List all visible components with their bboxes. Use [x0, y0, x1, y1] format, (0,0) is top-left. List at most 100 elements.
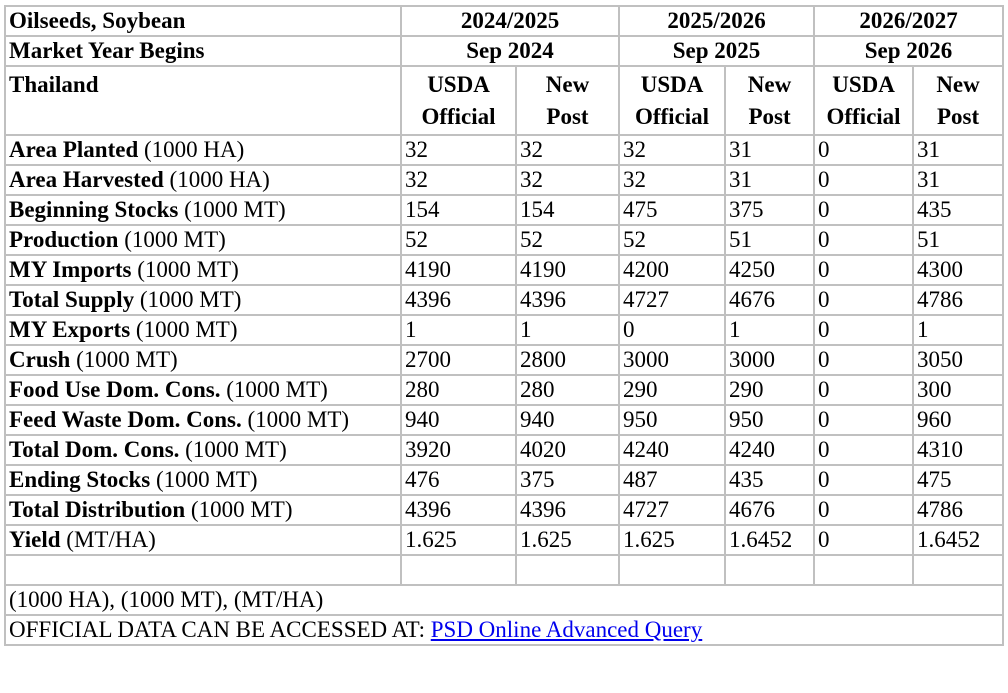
value-cell: 0: [813, 164, 915, 196]
value-cell: 4190: [400, 254, 517, 286]
value-cell: 31: [724, 164, 816, 196]
value-cell: 0: [813, 284, 915, 316]
header-line: Post: [936, 103, 980, 129]
table-row: Production (1000 MT) 52 52 52 51 0 51: [4, 224, 1005, 256]
market-year-label: Market Year Begins: [4, 35, 402, 67]
value-cell: 52: [400, 224, 517, 256]
access-note: OFFICIAL DATA CAN BE ACCESSED AT: PSD On…: [3, 614, 1005, 646]
row-label: Food Use Dom. Cons. (1000 MT): [4, 374, 402, 406]
psd-table: Oilseeds, Soybean 2024/2025 2025/2026 20…: [3, 5, 1005, 646]
header-line: Official: [421, 103, 496, 129]
value-cell: 0: [813, 374, 915, 406]
value-cell: 1: [912, 314, 1005, 346]
header-line: Post: [546, 103, 589, 129]
value-cell: 280: [514, 374, 621, 406]
value-cell: 0: [813, 464, 915, 496]
value-cell: 3000: [618, 344, 727, 376]
table-row: Beginning Stocks (1000 MT) 154 154 475 375 0 4…: [4, 194, 1005, 226]
value-cell: 4240: [724, 434, 816, 466]
row-label: Yield (MT/HA): [4, 524, 402, 556]
value-cell: 1.625: [618, 524, 727, 556]
value-cell: 1: [514, 314, 621, 346]
value-cell: 52: [618, 224, 727, 256]
value-cell: 4396: [514, 494, 621, 526]
value-cell: 0: [813, 254, 915, 286]
empty-row: [4, 554, 1005, 586]
value-cell: 375: [514, 464, 621, 496]
value-cell: 4676: [724, 284, 816, 316]
value-cell: 31: [724, 134, 816, 166]
value-cell: 0: [813, 194, 915, 226]
year-header: 2024/2025: [399, 5, 621, 37]
value-cell: 475: [912, 464, 1005, 496]
value-cell: 475: [618, 194, 727, 226]
header-line: Official: [826, 103, 901, 129]
value-cell: 31: [912, 134, 1005, 166]
value-cell: 1.625: [514, 524, 621, 556]
value-cell: 4786: [912, 284, 1005, 316]
new-post-header: New Post: [514, 65, 621, 136]
psd-online-link[interactable]: PSD Online Advanced Query: [430, 617, 703, 642]
value-cell: 154: [400, 194, 517, 226]
value-cell: 4020: [514, 434, 621, 466]
value-cell: 4396: [514, 284, 621, 316]
header-line: Official: [634, 103, 710, 129]
value-cell: 375: [724, 194, 816, 226]
value-cell: 32: [400, 134, 517, 166]
value-cell: 1.625: [400, 524, 517, 556]
value-cell: 4727: [618, 494, 727, 526]
year-header: 2026/2027: [813, 5, 1005, 37]
table-row: Area Harvested (1000 HA) 32 32 32 31 0 31: [4, 164, 1005, 196]
year-header: 2025/2026: [618, 5, 816, 37]
value-cell: 0: [813, 524, 915, 556]
table-row: Total Supply (1000 MT) 4396 4396 4727 4676 0 4…: [4, 284, 1005, 316]
value-cell: 4310: [912, 434, 1005, 466]
value-cell: 154: [514, 194, 621, 226]
value-cell: 0: [813, 344, 915, 376]
header-line: USDA: [832, 71, 895, 97]
table-row: Total Distribution (1000 MT) 4396 4396 4727…: [4, 494, 1005, 526]
value-cell: 0: [813, 434, 915, 466]
row-label: Total Supply (1000 MT): [4, 284, 402, 316]
table-row: Food Use Dom. Cons. (1000 MT) 280 280 290 29…: [4, 374, 1005, 406]
usda-official-header: USDA Official: [400, 65, 517, 136]
value-cell: 3050: [912, 344, 1005, 376]
value-cell: 940: [400, 404, 517, 436]
usda-official-header: USDA Official: [813, 65, 915, 136]
row-label: Feed Waste Dom. Cons. (1000 MT): [4, 404, 402, 436]
value-cell: 1: [724, 314, 816, 346]
row-label: Beginning Stocks (1000 MT): [4, 194, 402, 226]
value-cell: 950: [618, 404, 727, 436]
new-post-header: New Post: [912, 65, 1005, 136]
value-cell: 32: [618, 134, 727, 166]
value-cell: 290: [724, 374, 816, 406]
value-cell: 4396: [400, 494, 517, 526]
value-cell: 280: [400, 374, 517, 406]
value-cell: 0: [813, 134, 915, 166]
value-cell: 476: [400, 464, 517, 496]
value-cell: 52: [514, 224, 621, 256]
table-row: MY Imports (1000 MT) 4190 4190 4200 4250 0 430…: [4, 254, 1005, 286]
value-cell: 3000: [724, 344, 816, 376]
value-cell: 2700: [400, 344, 517, 376]
value-cell: 487: [618, 464, 727, 496]
value-cell: 0: [618, 314, 727, 346]
value-cell: 940: [514, 404, 621, 436]
header-line: Post: [748, 103, 791, 129]
row-label: MY Imports (1000 MT): [4, 254, 402, 286]
begins-header: Sep 2025: [618, 35, 816, 67]
value-cell: 0: [813, 314, 915, 346]
value-cell: 32: [400, 164, 517, 196]
row-label: Ending Stocks (1000 MT): [4, 464, 402, 496]
row-label: MY Exports (1000 MT): [4, 314, 402, 346]
value-cell: 1.6452: [912, 524, 1005, 556]
value-cell: 3920: [400, 434, 517, 466]
value-cell: 4676: [724, 494, 816, 526]
header-line: New: [747, 71, 792, 97]
value-cell: 960: [912, 404, 1005, 436]
units-note: (1000 HA), (1000 MT), (MT/HA): [3, 584, 1005, 616]
table-row: Area Planted (1000 HA) 32 32 32 31 0 31: [4, 134, 1005, 166]
table-row: MY Exports (1000 MT) 1 1 0 1 0 1: [4, 314, 1005, 346]
value-cell: 4200: [618, 254, 727, 286]
table-row: Yield (MT/HA) 1.625 1.625 1.625 1.6452 0 1.645…: [4, 524, 1005, 556]
